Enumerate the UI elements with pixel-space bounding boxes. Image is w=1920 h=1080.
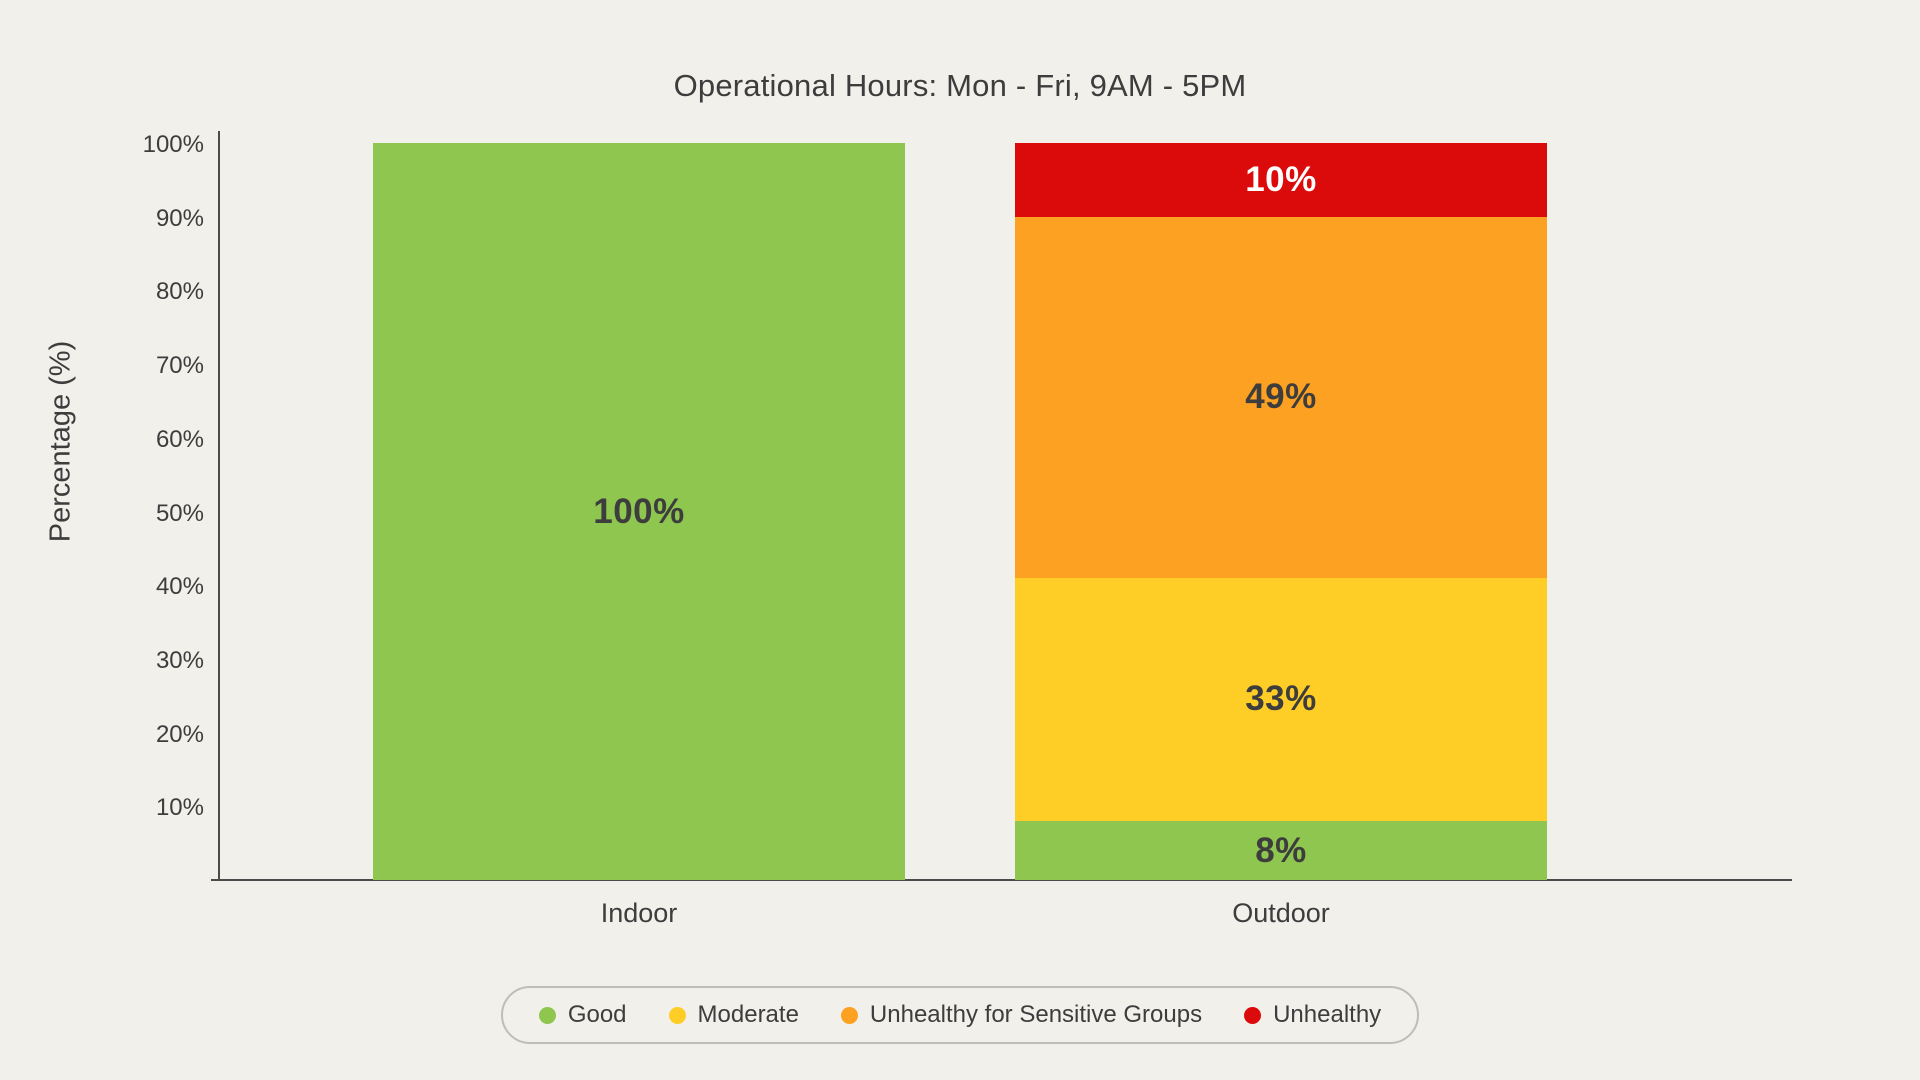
chart-title: Operational Hours: Mon - Fri, 9AM - 5PM [673,68,1247,103]
unhealthy-for-sensitive-groups-legend-dot-icon [840,1006,858,1024]
bar-outdoor-segment-unhealthy[interactable]: 10% [1015,143,1547,217]
y-tick-label: 60% [155,425,204,453]
y-tick-label: 70% [155,352,204,380]
y-tick-label: 100% [142,131,204,158]
segment-value-label: 33% [1245,679,1317,719]
legend-item-label: Unhealthy [1273,1001,1382,1028]
legend-item-label: Good [567,1001,627,1028]
legend-item-label: Moderate [697,1001,799,1028]
y-tick-label: 10% [155,794,204,822]
y-axis-line [218,131,220,881]
legend-item-moderate[interactable]: Moderate [668,1001,799,1029]
y-axis-title: Percentage (%) [44,340,77,543]
y-tick-label: 50% [155,499,204,527]
bar-outdoor-segment-unhealthy-for-sensitive-groups[interactable]: 49% [1015,216,1547,578]
y-tick-label: 90% [155,204,204,232]
y-tick-label: 40% [155,573,204,601]
y-tick-label: 80% [155,278,204,306]
bar-outdoor-segment-good[interactable]: 8% [1015,821,1547,880]
good-legend-dot-icon [538,1006,556,1024]
legend-pill: Good Moderate Unhealthy for Sensitive Grou… [500,986,1420,1044]
x-axis-line [211,879,1792,881]
legend-item-unhealthy[interactable]: Unhealthy [1244,1001,1381,1029]
unhealthy-legend-dot-icon [1244,1006,1262,1024]
bar-outdoor-segment-moderate[interactable]: 33% [1015,577,1547,822]
x-category-label-indoor: Indoor [600,898,678,928]
legend-item-unhealthy-for-sensitive-groups[interactable]: Unhealthy for Sensitive Groups [840,1001,1203,1029]
moderate-legend-dot-icon [668,1006,686,1024]
x-category-label-outdoor: Outdoor [1232,898,1330,928]
legend: Good Moderate Unhealthy for Sensitive Grou… [0,986,1920,1044]
segment-value-label: 100% [593,491,685,531]
bar-indoor-segment-good[interactable]: 100% [373,143,905,880]
segment-value-label: 8% [1255,830,1307,870]
y-tick-label: 20% [155,720,204,748]
y-tick-label: 30% [155,646,204,674]
legend-item-good[interactable]: Good [538,1001,627,1029]
segment-value-label: 10% [1245,159,1317,199]
legend-item-label: Unhealthy for Sensitive Groups [869,1001,1203,1028]
segment-value-label: 49% [1245,377,1317,417]
